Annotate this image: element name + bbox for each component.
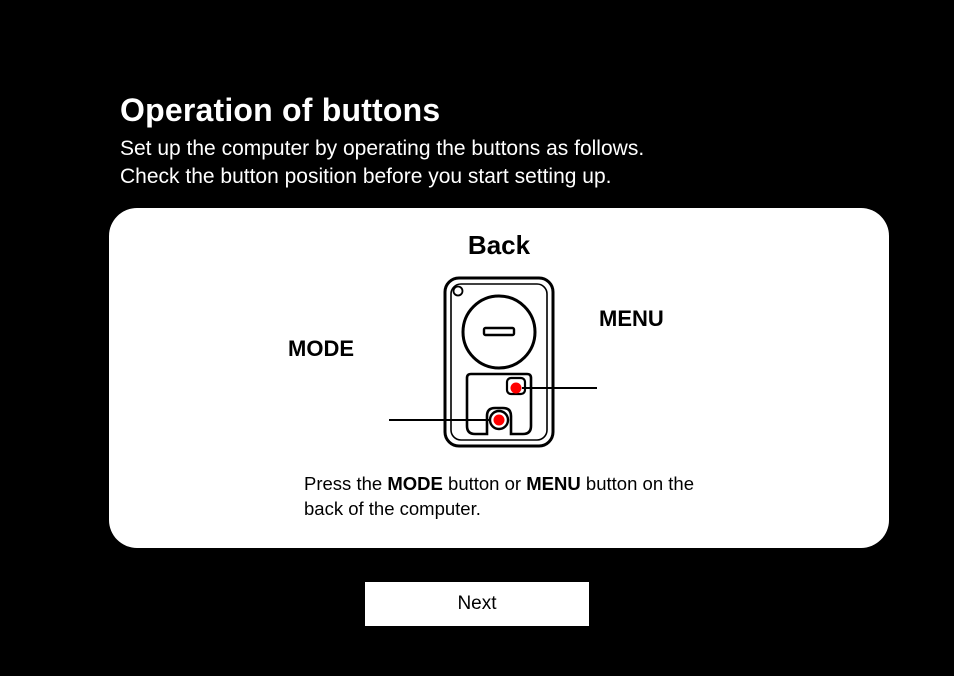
next-button[interactable]: Next	[365, 582, 589, 626]
menu-dot-icon	[511, 383, 522, 394]
page-title: Operation of buttons	[120, 92, 440, 129]
next-button-label: Next	[457, 593, 496, 615]
instruction-card: Back MODE MENU	[109, 208, 889, 548]
page: Operation of buttons Set up the computer…	[0, 0, 954, 676]
intro-line-1: Set up the computer by operating the but…	[120, 137, 644, 160]
device-diagram	[359, 274, 639, 469]
battery-slot-icon	[484, 328, 514, 335]
desc-mode: MODE	[387, 473, 443, 494]
desc-menu: MENU	[526, 473, 580, 494]
intro-line-2: Check the button position before you sta…	[120, 165, 611, 188]
intro-text: Set up the computer by operating the but…	[120, 135, 644, 192]
desc-pre: Press the	[304, 473, 387, 494]
mode-dot-icon	[494, 415, 505, 426]
back-label: Back	[109, 230, 889, 261]
desc-mid: button or	[443, 473, 526, 494]
mode-label: MODE	[274, 336, 354, 362]
instruction-text: Press the MODE button or MENU button on …	[304, 472, 694, 522]
device-svg	[359, 274, 639, 464]
